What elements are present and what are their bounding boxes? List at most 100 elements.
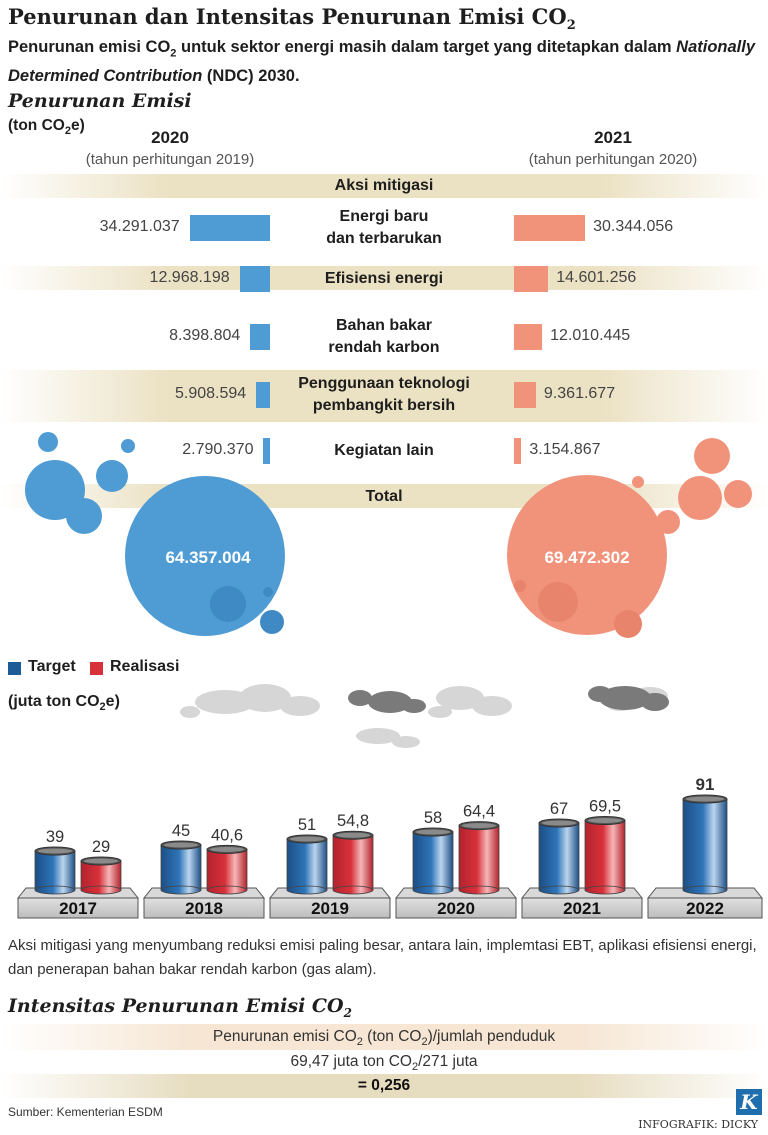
- bar-2020: [250, 324, 270, 350]
- realisasi-cylinder-base: [80, 885, 122, 895]
- category-label: Penggunaan teknologi pembangkit bersih: [234, 373, 534, 417]
- target-cylinder-value: 45: [172, 822, 190, 840]
- realisasi-cylinder-value: 54,8: [337, 812, 369, 830]
- emission-heading: Penurunan Emisi: [8, 90, 192, 112]
- target-cylinder-top-inner: [290, 836, 324, 842]
- target-chart: 2017 2018 2019 2020 2021 2022 39 29 45 40,6 51 54,8…: [16, 775, 764, 919]
- infographic-credit: INFOGRAFIK: DICKY: [638, 1118, 758, 1131]
- bubble-blue: [66, 498, 102, 534]
- band-aksi-mitigasi-label: Aksi mitigasi: [334, 177, 434, 194]
- bubble-blue: [125, 476, 285, 636]
- legend-target-label: Target: [28, 658, 76, 675]
- target-cylinder-base: [160, 885, 202, 895]
- realisasi-cylinder-base: [206, 885, 248, 895]
- bar-2020: [256, 382, 270, 408]
- bar-2020: [239, 266, 270, 292]
- year-2021-note: (tahun perhitungan 2020): [528, 151, 698, 168]
- bubble-blue: [38, 432, 58, 452]
- bubble-salmon-dark: [514, 580, 526, 592]
- realisasi-cylinder-top-inner: [588, 818, 622, 823]
- value-2021: 9.361.677: [543, 385, 616, 402]
- bubble-salmon-dark: [614, 610, 642, 638]
- category-label: Kegiatan lain: [234, 440, 534, 462]
- realisasi-cylinder: [206, 848, 248, 891]
- target-cylinder-base: [538, 885, 580, 895]
- realisasi-cylinder-base: [458, 885, 500, 895]
- bubble-salmon-dark: [538, 582, 578, 622]
- realisasi-cylinder: [458, 825, 500, 891]
- realisasi-cylinder-base: [332, 885, 374, 895]
- realisasi-cylinder: [332, 834, 374, 891]
- category-label: Efisiensi energi: [234, 268, 534, 290]
- bubble-salmon: [694, 438, 730, 474]
- bubble-blue: [121, 439, 135, 453]
- bar-2020: [263, 438, 270, 464]
- emission-unit: (ton CO2e): [8, 117, 85, 138]
- total-2021: 69.472.302: [544, 548, 630, 567]
- bar-2021: [514, 215, 586, 241]
- target-cylinder-top-inner: [416, 829, 450, 835]
- target-cylinder: [286, 838, 328, 891]
- bar-2021: [514, 382, 536, 408]
- total-label: Total: [365, 488, 403, 505]
- value-2020: 12.968.198: [149, 269, 230, 286]
- target-cylinder-value: 91: [696, 775, 715, 794]
- bar-2020: [189, 215, 270, 241]
- value-2021: 12.010.445: [550, 327, 631, 344]
- bar-2021: [514, 324, 543, 350]
- category-label-line: pembangkit bersih: [312, 397, 456, 414]
- realisasi-cylinder-top-inner: [462, 823, 496, 829]
- bubble-decoration: [25, 432, 752, 638]
- category-label-line: Bahan bakar: [335, 317, 433, 334]
- category-label-line: Kegiatan lain: [334, 442, 434, 459]
- realisasi-cylinder-top-inner: [336, 832, 370, 838]
- total-2020: 64.357.004: [165, 548, 251, 567]
- target-cylinder-base: [34, 885, 76, 895]
- legend-target-swatch: [8, 662, 21, 675]
- value-2021: 3.154.867: [529, 441, 601, 458]
- target-cylinder: [412, 831, 454, 891]
- target-cylinder: [160, 844, 202, 891]
- page-subtitle: Penurunan emisi CO2 untuk sektor energi …: [8, 38, 756, 86]
- bubble-salmon: [678, 476, 722, 520]
- band-aksi-mitigasi: [0, 174, 768, 198]
- target-cylinder-base: [286, 885, 328, 895]
- year-label: 2021: [563, 899, 601, 918]
- target-cylinder-base: [412, 885, 454, 895]
- year-2020-note: (tahun perhitungan 2019): [85, 151, 255, 168]
- plinth-front: [395, 897, 517, 919]
- category-label-line: Energi baru: [339, 208, 429, 225]
- value-2020: 34.291.037: [99, 218, 180, 235]
- bubble-blue-dark: [260, 610, 284, 634]
- target-cylinder-top-inner: [164, 842, 198, 848]
- intensity-heading: Intensitas Penurunan Emisi CO2: [8, 995, 352, 1020]
- realisasi-cylinder-base: [584, 885, 626, 895]
- year-label: 2019: [311, 899, 349, 918]
- plinth-front: [647, 897, 763, 919]
- intensity-formula: Penurunan emisi CO2 (ton CO2)/jumlah pen…: [212, 1028, 556, 1049]
- value-2020: 2.790.370: [182, 441, 254, 458]
- realisasi-cylinder-top-inner: [84, 858, 118, 864]
- target-cylinder-value: 67: [550, 800, 568, 818]
- plinth-front: [269, 897, 391, 919]
- realisasi-cylinder-value: 64,4: [463, 803, 495, 821]
- summary-note: Aksi mitigasi yang menyumbang reduksi em…: [8, 937, 757, 978]
- smoke-decoration: [180, 684, 669, 748]
- value-2021: 14.601.256: [556, 269, 637, 286]
- target-cylinder-top-inner: [38, 848, 72, 854]
- realisasi-cylinder-value: 69,5: [589, 798, 621, 816]
- bar-2021: [514, 266, 549, 292]
- realisasi-cylinder: [80, 860, 122, 891]
- target-cylinder-value: 58: [424, 809, 442, 827]
- category-label: Bahan bakar rendah karbon: [234, 315, 534, 359]
- target-cylinder: [682, 798, 728, 891]
- category-label-line: Efisiensi energi: [324, 270, 444, 287]
- realisasi-cylinder-top-inner: [210, 846, 244, 852]
- intensity-result: = 0,256: [357, 1077, 411, 1094]
- value-2021: 30.344.056: [593, 218, 674, 235]
- bubble-blue: [96, 460, 128, 492]
- year-2020-label: 2020: [151, 128, 189, 147]
- category-label-line: rendah karbon: [328, 339, 440, 356]
- source-text: Sumber: Kementerian ESDM: [8, 1105, 163, 1119]
- target-cylinder: [34, 850, 76, 891]
